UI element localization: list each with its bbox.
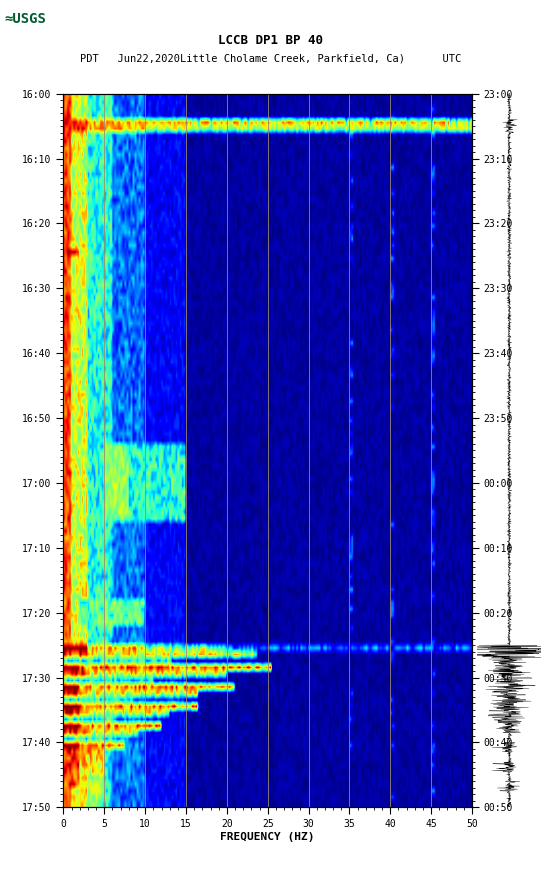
Text: ≈USGS: ≈USGS xyxy=(4,12,46,26)
Text: PDT   Jun22,2020Little Cholame Creek, Parkfield, Ca)      UTC: PDT Jun22,2020Little Cholame Creek, Park… xyxy=(80,54,461,64)
X-axis label: FREQUENCY (HZ): FREQUENCY (HZ) xyxy=(220,832,315,842)
Text: LCCB DP1 BP 40: LCCB DP1 BP 40 xyxy=(218,34,323,46)
